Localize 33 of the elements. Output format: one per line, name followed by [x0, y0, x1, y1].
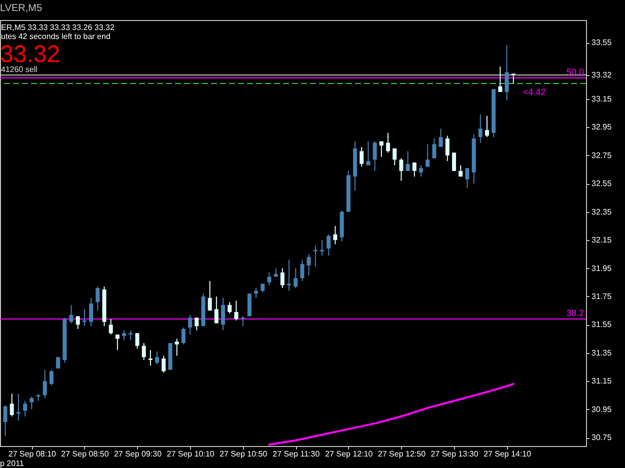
x-tick-label: 27 Sep 12:50: [378, 450, 426, 458]
y-tick-label: 31.75: [592, 292, 612, 301]
y-tick-label: 32.95: [592, 122, 612, 132]
x-tick-label: 27 Sep 10:10: [166, 450, 215, 458]
y-tick-label: 31.15: [592, 376, 612, 386]
x-tick-label: 27 Sep 12:10: [325, 450, 374, 458]
x-tick-label: 27 Sep 13:30: [430, 450, 479, 458]
annotation: utes 42 seconds left to bar end: [1, 32, 110, 41]
x-tick-label: 27 Sep 14:10: [484, 450, 532, 458]
y-tick-label: 30.75: [592, 433, 612, 442]
y-tick-label: 32.35: [592, 207, 612, 216]
x-tick-label: 27 Sep 10:50: [220, 450, 268, 458]
y-tick-label: 31.95: [592, 264, 612, 273]
annotation: 41260 sell: [1, 65, 38, 74]
x-tick-label: 27 Sep 09:30: [114, 450, 162, 458]
y-tick-label: 32.75: [592, 150, 612, 160]
annotation: 38.2: [566, 308, 584, 318]
y-tick-label: 33.32: [592, 70, 612, 80]
y-tick-label: 32.55: [592, 179, 612, 188]
text: p 2011: [0, 459, 24, 468]
annotation: 50.0: [566, 66, 584, 77]
y-tick-label: 30.95: [592, 404, 612, 414]
annotation: <4.42: [523, 87, 546, 97]
y-tick-label: 31.35: [592, 348, 612, 358]
y-tick-label: 32.15: [592, 236, 612, 245]
x-tick-label: 27 Sep 08:10: [8, 450, 57, 458]
y-tick-label: 33.55: [592, 38, 612, 48]
x-tick-label: 27 Sep 08:50: [61, 450, 110, 458]
chart-subtitle: ER,M5 33.33 33.33 33.26 33.32: [1, 23, 115, 32]
y-tick-label: 33.15: [592, 94, 612, 104]
chart-title: LVER,M5: [0, 3, 42, 14]
x-tick-label: 27 Sep 11:30: [272, 450, 320, 458]
y-tick-label: 31.55: [592, 320, 612, 330]
